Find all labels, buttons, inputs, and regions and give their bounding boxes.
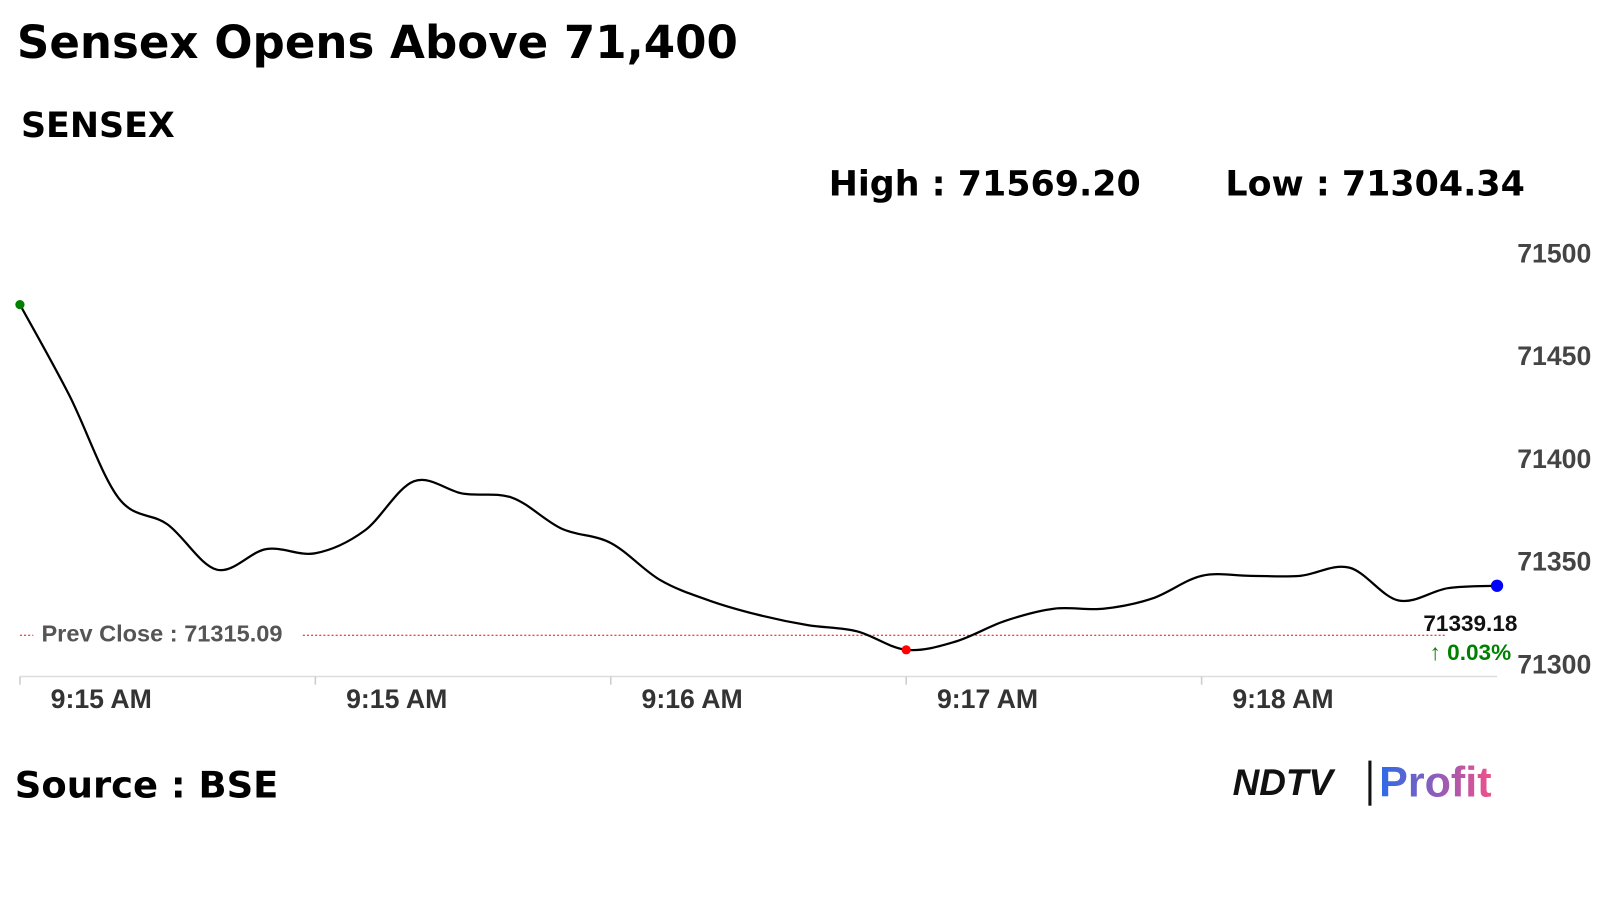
- chart-title: Sensex Opens Above 71,400: [17, 16, 738, 69]
- point-marker: [1490, 579, 1504, 592]
- change-label: ↑ 0.03%: [1430, 640, 1511, 665]
- x-tick-label: 9:18 AM: [1232, 684, 1333, 714]
- brand: NDTV: [1233, 762, 1337, 803]
- subtitle: SENSEX: [21, 106, 175, 146]
- y-tick-label: 71400: [1517, 444, 1591, 474]
- x-tick-label: 9:16 AM: [642, 684, 743, 714]
- point-marker: [15, 299, 25, 310]
- high-label: High : 71569.20: [829, 165, 1141, 205]
- brand-sub: Profit: [1379, 759, 1491, 807]
- source: Source : BSE: [15, 764, 279, 807]
- x-tick-label: 9:15 AM: [346, 684, 447, 714]
- y-tick-label: 71450: [1517, 341, 1591, 371]
- y-tick-label: 71500: [1517, 238, 1591, 268]
- y-tick-label: 71350: [1517, 547, 1591, 577]
- prev-close-label: Prev Close : 71315.09: [41, 620, 282, 646]
- last-value-label: 71339.18: [1423, 611, 1517, 636]
- x-tick-label: 9:17 AM: [937, 684, 1038, 714]
- y-tick-label: 71300: [1517, 649, 1591, 679]
- low-label: Low : 71304.34: [1225, 165, 1524, 205]
- price-line: [18, 304, 1498, 652]
- x-tick-label: 9:15 AM: [51, 684, 152, 714]
- point-marker: [901, 645, 911, 655]
- prev-close-bg: [33, 619, 302, 651]
